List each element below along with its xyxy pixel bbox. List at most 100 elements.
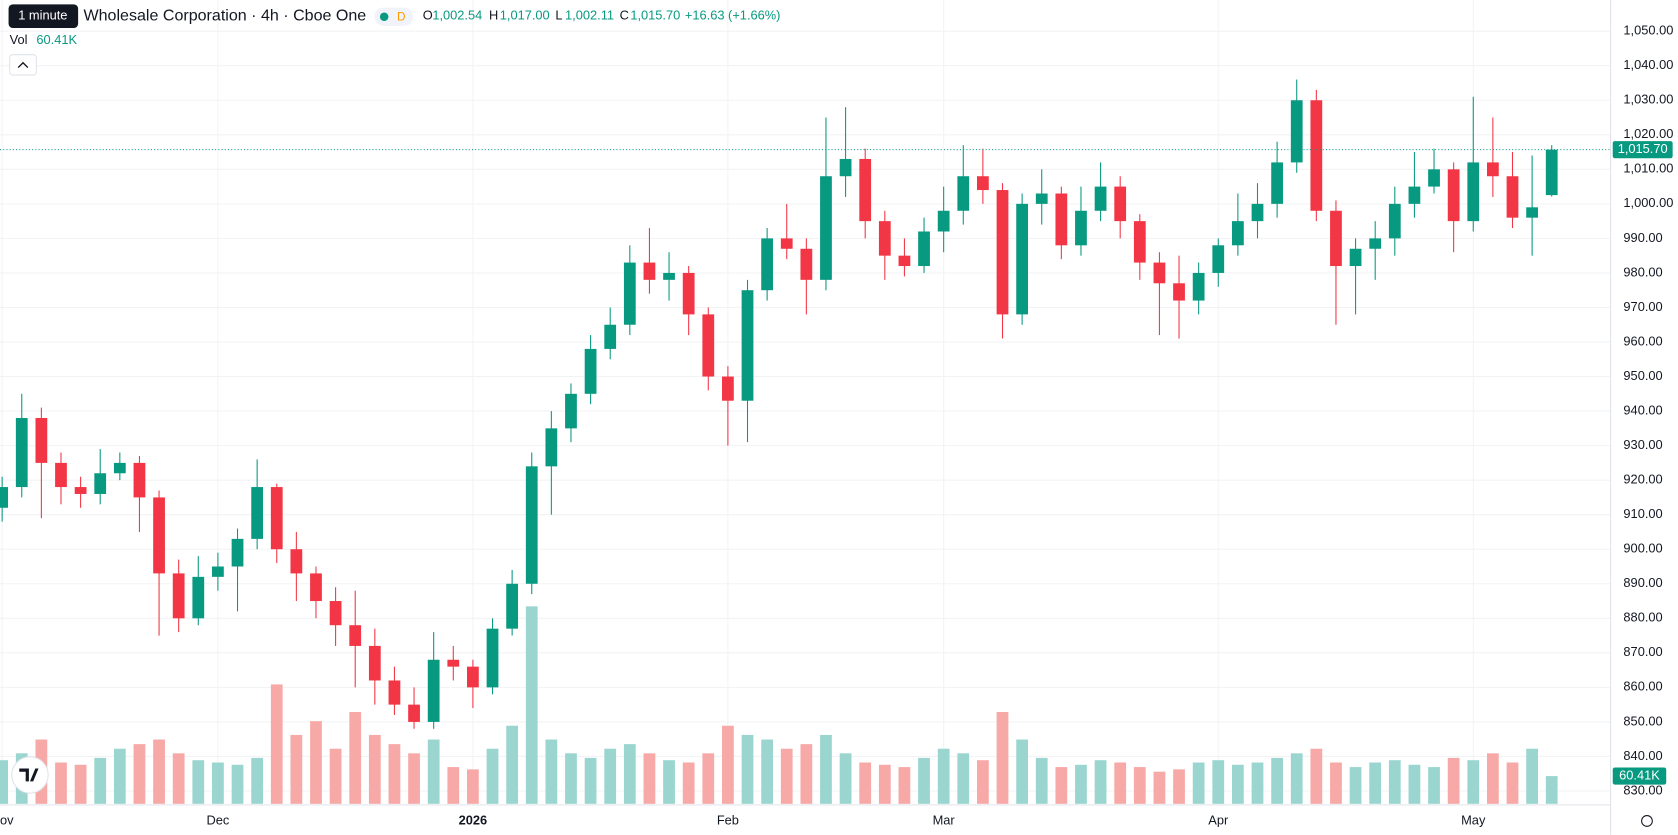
- volume-bar: [545, 739, 558, 804]
- symbol-title[interactable]: Wholesale Corporation · 4h · Cboe One: [83, 6, 366, 24]
- volume-bar: [1349, 767, 1362, 804]
- market-dot: [379, 12, 389, 22]
- volume-bar: [1428, 767, 1440, 804]
- candle-body: [937, 210, 950, 232]
- candle-body: [388, 680, 401, 705]
- volume-bar: [780, 748, 793, 804]
- last-volume-tag: [1612, 767, 1667, 785]
- volume-bar: [878, 764, 891, 804]
- candle-body: [94, 473, 107, 494]
- candle-body: [113, 462, 126, 474]
- volume-bar: [977, 760, 989, 804]
- candle-body: [251, 487, 264, 539]
- y-tick-label: 1,040.00: [1623, 57, 1673, 72]
- y-tick-label: 990.00: [1623, 230, 1662, 245]
- last-volume-label: 60.41K: [1619, 767, 1660, 782]
- volume-bar: [1153, 771, 1166, 804]
- candle-body: [1545, 149, 1558, 196]
- volume-bar: [290, 734, 303, 804]
- h-label: H: [489, 8, 498, 23]
- candle-body: [761, 238, 774, 291]
- h-value: 1,017.00: [500, 8, 550, 23]
- volume-bar: [55, 762, 67, 804]
- candle-body: [565, 393, 577, 429]
- candle-body: [447, 659, 460, 667]
- candle-body: [1388, 203, 1401, 239]
- volume-bar: [565, 753, 577, 804]
- volume-bar: [918, 757, 930, 804]
- y-tick-label: 840.00: [1623, 748, 1662, 763]
- y-tick-label: 860.00: [1623, 679, 1662, 694]
- candle-body: [1428, 169, 1440, 187]
- volume-bar: [1075, 764, 1087, 804]
- candle-body: [349, 625, 362, 646]
- candle-body: [623, 262, 636, 325]
- candle-body: [231, 538, 244, 567]
- candle-body: [1133, 221, 1146, 263]
- volume-bar: [820, 734, 832, 804]
- y-tick-label: 960.00: [1623, 333, 1662, 348]
- volume-bar: [506, 725, 519, 804]
- volume-bar: [643, 753, 656, 804]
- o-label: O: [423, 8, 433, 23]
- candle-body: [604, 324, 617, 349]
- volume-bar: [1271, 757, 1283, 804]
- volume-bar: [1388, 760, 1401, 804]
- candle-body: [722, 376, 734, 401]
- y-tick-label: 850.00: [1623, 713, 1662, 728]
- volume-pane: [0, 606, 1558, 804]
- candle-body: [270, 487, 283, 550]
- candle-body: [1114, 186, 1127, 222]
- volume-bar: [1114, 762, 1127, 804]
- x-tick-label: Nov: [0, 812, 14, 827]
- x-tick-label: Dec: [206, 812, 229, 827]
- collapse-button[interactable]: [9, 54, 37, 76]
- axes: 830.00 840.00 850.00 860.00 870.00 880.00 890.…: [0, 23, 1673, 828]
- volume-bar: [1506, 762, 1519, 804]
- volume-bar: [172, 753, 185, 804]
- candle-body: [1467, 162, 1480, 222]
- volume-bar: [408, 753, 420, 804]
- candle-body: [584, 348, 597, 394]
- candle-body: [996, 190, 1009, 315]
- l-value: 1,002.11: [565, 8, 614, 23]
- volume-bar: [1251, 762, 1264, 804]
- volume-bar: [604, 748, 617, 804]
- volume-bar: [74, 764, 87, 804]
- volume-bar: [1035, 757, 1048, 804]
- volume-bar: [368, 734, 381, 804]
- candle-body: [74, 487, 87, 494]
- candle-body: [1526, 207, 1538, 218]
- volume-bar: [623, 744, 636, 804]
- candle-body: [1251, 203, 1264, 222]
- y-tick-label: 830.00: [1623, 782, 1662, 797]
- candle-body: [172, 573, 185, 619]
- candle-body: [525, 466, 538, 584]
- volume-bar: [859, 762, 872, 804]
- volume-bar: [1192, 762, 1205, 804]
- candle-body: [1310, 100, 1323, 211]
- volume-bar: [192, 760, 205, 804]
- logo[interactable]: [11, 756, 49, 794]
- volume-bar: [996, 711, 1009, 804]
- volume-bar: [1094, 760, 1107, 804]
- candle-body: [1290, 100, 1303, 163]
- candle-body: [153, 497, 165, 574]
- candle-body: [1231, 221, 1244, 246]
- candle-body: [918, 231, 930, 267]
- y-tick-label: 1,000.00: [1623, 195, 1673, 210]
- y-tick-label: 950.00: [1623, 368, 1662, 383]
- candle-body: [310, 573, 322, 602]
- candle-body: [329, 601, 342, 626]
- candle-body: [506, 583, 519, 629]
- candle-body: [1486, 162, 1499, 177]
- volume-bar: [1016, 739, 1029, 804]
- volume-bar: [1545, 776, 1558, 804]
- settings-icon[interactable]: [1641, 815, 1653, 827]
- candle-body: [1271, 162, 1283, 204]
- interval-tooltip: 1 minute: [18, 8, 67, 23]
- candle-body: [290, 549, 303, 574]
- y-tick-label: 970.00: [1623, 299, 1662, 314]
- volume-bar: [1310, 748, 1323, 804]
